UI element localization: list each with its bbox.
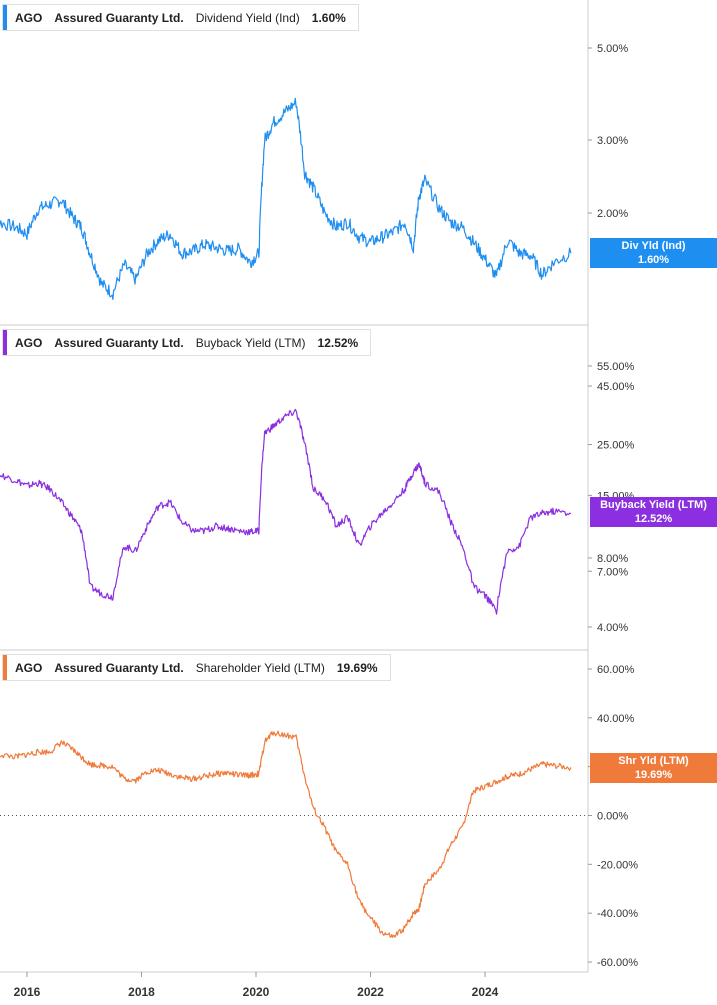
legend-company: Assured Guaranty Ltd. <box>54 335 184 350</box>
flag-value: 1.60% <box>637 254 670 266</box>
y-tick-label: 5.00% <box>597 43 628 55</box>
flag-shareholder-yield: Shr Yld (LTM) 19.69% <box>590 753 717 783</box>
flag-label: Div Yld (Ind) <box>621 240 686 252</box>
y-tick-label: 40.00% <box>597 713 635 725</box>
x-tick-label: 2018 <box>128 985 155 999</box>
flag-label: Buyback Yield (LTM) <box>600 499 707 511</box>
y-tick-label: 60.00% <box>597 664 635 676</box>
legend-value: 12.52% <box>317 335 359 350</box>
x-tick-label: 2024 <box>472 985 499 999</box>
y-tick-label: 4.00% <box>597 622 628 634</box>
y-tick-label: 55.00% <box>597 361 635 373</box>
legend-metric: Buyback Yield (LTM) <box>195 335 306 350</box>
y-tick-label: 25.00% <box>597 440 635 452</box>
legend-ticker: AGO <box>15 660 43 675</box>
x-tick-label: 2022 <box>357 985 384 999</box>
x-tick-label: 2020 <box>243 985 270 999</box>
legend-company: Assured Guaranty Ltd. <box>54 660 184 675</box>
legend-ticker: AGO <box>15 10 43 25</box>
y-tick-label: 45.00% <box>597 381 635 393</box>
legend-ticker: AGO <box>15 335 43 350</box>
flag-dividend-yield: Div Yld (Ind) 1.60% <box>590 238 717 268</box>
legend-company: Assured Guaranty Ltd. <box>54 10 184 25</box>
y-tick-label: -40.00% <box>597 908 638 920</box>
y-tick-label: 7.00% <box>597 566 628 578</box>
legend-value: 19.69% <box>336 660 378 675</box>
y-tick-label: -60.00% <box>597 957 638 969</box>
series-line-0 <box>0 97 572 300</box>
legend-swatch <box>3 330 7 355</box>
y-tick-label: -20.00% <box>597 859 638 871</box>
legend-swatch <box>3 655 7 680</box>
series-line-2 <box>0 730 572 938</box>
y-tick-label: 2.00% <box>597 208 628 220</box>
legend-buyback-yield[interactable]: AGO Assured Guaranty Ltd. Buyback Yield … <box>2 329 372 356</box>
y-tick-label: 0.00% <box>597 811 628 823</box>
x-tick-label: 2016 <box>14 985 41 999</box>
legend-dividend-yield[interactable]: AGO Assured Guaranty Ltd. Dividend Yield… <box>2 4 359 31</box>
flag-buyback-yield: Buyback Yield (LTM) 12.52% <box>590 497 717 527</box>
legend-metric: Shareholder Yield (LTM) <box>195 660 325 675</box>
series-line-1 <box>0 408 571 615</box>
flag-value: 12.52% <box>634 513 673 525</box>
legend-value: 1.60% <box>311 10 346 25</box>
flag-value: 19.69% <box>634 769 673 781</box>
y-tick-label: 3.00% <box>597 135 628 147</box>
legend-metric: Dividend Yield (Ind) <box>195 10 300 25</box>
legend-swatch <box>3 5 7 30</box>
legend-shareholder-yield[interactable]: AGO Assured Guaranty Ltd. Shareholder Yi… <box>2 654 391 681</box>
y-tick-label: 8.00% <box>597 553 628 565</box>
flag-label: Shr Yld (LTM) <box>618 755 689 767</box>
